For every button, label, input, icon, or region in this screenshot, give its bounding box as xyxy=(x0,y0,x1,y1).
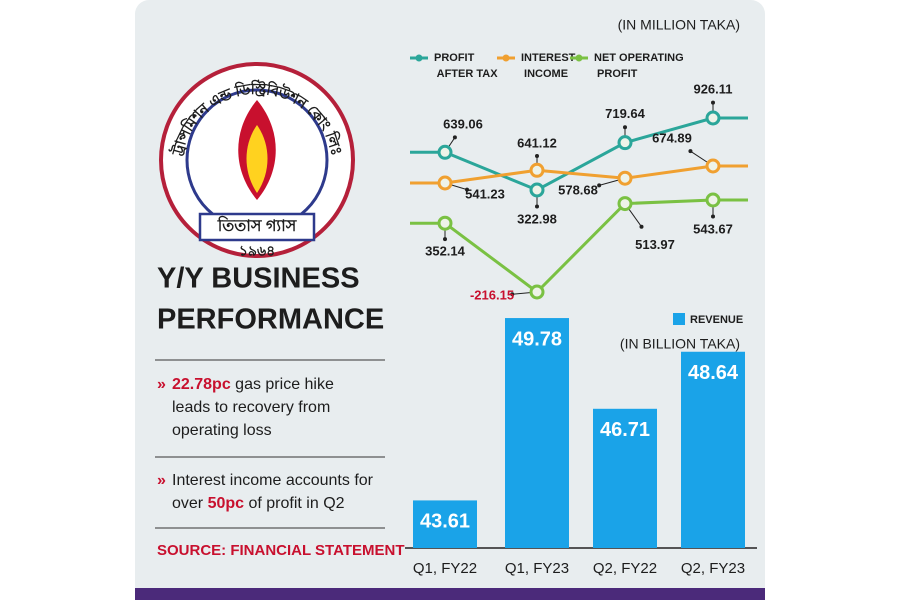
value-label: 674.89 xyxy=(652,130,692,145)
legend-label-line: INCOME xyxy=(521,68,568,80)
value-label: 46.71 xyxy=(600,419,650,441)
flame-inner xyxy=(246,125,268,193)
unit-label: (IN MILLION TAKA) xyxy=(618,17,740,33)
value-label: 719.64 xyxy=(605,106,646,121)
leader-dot xyxy=(510,292,515,297)
title-line: PERFORMANCE xyxy=(157,304,384,336)
point xyxy=(617,170,633,186)
logo-banner xyxy=(198,212,316,242)
value-label: 641.12 xyxy=(517,136,557,151)
value-label: 322.98 xyxy=(517,211,557,226)
legend-label: NET OPERATING PROFIT xyxy=(594,52,684,80)
point xyxy=(437,215,453,231)
point xyxy=(705,158,721,174)
note-line: 22.78pc gas price hike xyxy=(172,376,334,393)
x-tick-label: Q1, FY22 xyxy=(413,560,477,577)
legend-dot xyxy=(575,54,583,62)
point xyxy=(529,182,545,198)
source: SOURCE: FINANCIAL STATEMENT xyxy=(157,542,405,559)
legend-label-line: NET OPERATING xyxy=(594,52,684,64)
bar xyxy=(413,500,477,548)
legend-label-line: PROFIT xyxy=(594,68,638,80)
value-label: -216.15 xyxy=(470,287,514,302)
bullet-icon: » xyxy=(157,376,166,393)
note-text: of profit in Q2 xyxy=(244,495,345,512)
series-line xyxy=(444,116,714,192)
value-label: 49.78 xyxy=(512,328,562,350)
note-text: 50pc xyxy=(208,495,245,512)
leader-dot xyxy=(597,183,602,188)
note-line: operating loss xyxy=(172,422,272,439)
legend-label: PROFIT AFTER TAX xyxy=(434,52,498,80)
point xyxy=(529,284,545,300)
legend-dot xyxy=(415,54,423,62)
title-line: Y/Y BUSINESS xyxy=(157,263,360,295)
unit-label: (IN BILLION TAKA) xyxy=(620,336,740,352)
value-label: 543.67 xyxy=(693,221,733,236)
note-text: gas price hike xyxy=(231,376,334,393)
leader-dot xyxy=(443,237,447,242)
note-line: over 50pc of profit in Q2 xyxy=(172,495,345,512)
series-line xyxy=(444,164,714,185)
note-text: operating loss xyxy=(172,422,272,439)
value-label: 513.97 xyxy=(635,237,675,252)
value-label: 541.23 xyxy=(465,186,505,201)
value-label: 926.11 xyxy=(693,81,732,96)
x-tick-label: Q2, FY22 xyxy=(593,560,657,577)
legend-dot xyxy=(502,54,510,62)
legend-label-line: PROFIT xyxy=(434,52,475,64)
value-label: 48.64 xyxy=(688,362,739,384)
leader-dot xyxy=(688,149,693,154)
bar xyxy=(593,408,657,548)
value-label: 639.06 xyxy=(443,117,483,132)
point xyxy=(617,196,633,212)
leader-dot xyxy=(535,153,539,158)
legend-label: REVENUE xyxy=(690,314,743,326)
legend-label-line: AFTER TAX xyxy=(434,68,498,80)
logo-year: ১৯৬৪ xyxy=(239,243,275,259)
logo: ট্রান্সমিশন এন্ড ডিস্ট্রিবিউশন কোং লিঃ ত… xyxy=(159,62,355,259)
note-text: over xyxy=(172,495,208,512)
note-line: leads to recovery from xyxy=(172,399,330,416)
leader-dot xyxy=(535,204,539,209)
legend-label-line: INTEREST xyxy=(521,52,576,64)
leader-dot xyxy=(452,135,457,140)
point xyxy=(705,192,721,208)
leader-dot xyxy=(623,125,627,130)
bar xyxy=(681,351,745,548)
point xyxy=(705,110,721,126)
note-text: Interest income accounts for xyxy=(172,472,374,489)
logo-name: তিতাস গ্যাস xyxy=(217,215,298,235)
value-label: 43.61 xyxy=(420,511,470,533)
bar xyxy=(505,318,569,548)
point xyxy=(437,144,453,160)
series-line xyxy=(444,198,714,294)
value-label: 352.14 xyxy=(425,244,466,259)
footer-strip xyxy=(135,588,765,600)
point xyxy=(529,162,545,178)
leader-dot xyxy=(711,214,715,219)
leader-dot xyxy=(711,100,715,105)
value-label: 578.68 xyxy=(558,183,598,198)
point xyxy=(437,175,453,191)
x-tick-label: Q2, FY23 xyxy=(681,560,745,577)
bullet-icon: » xyxy=(157,472,166,489)
legend-swatch xyxy=(673,313,685,325)
note-line: Interest income accounts for xyxy=(172,472,374,489)
legend-label: INTEREST INCOME xyxy=(521,52,576,80)
leader-dot xyxy=(465,187,469,192)
leader-dot xyxy=(639,224,644,229)
note-text: 22.78pc xyxy=(172,376,231,393)
point xyxy=(617,135,633,151)
x-tick-label: Q1, FY23 xyxy=(505,560,569,577)
note-text: leads to recovery from xyxy=(172,399,330,416)
